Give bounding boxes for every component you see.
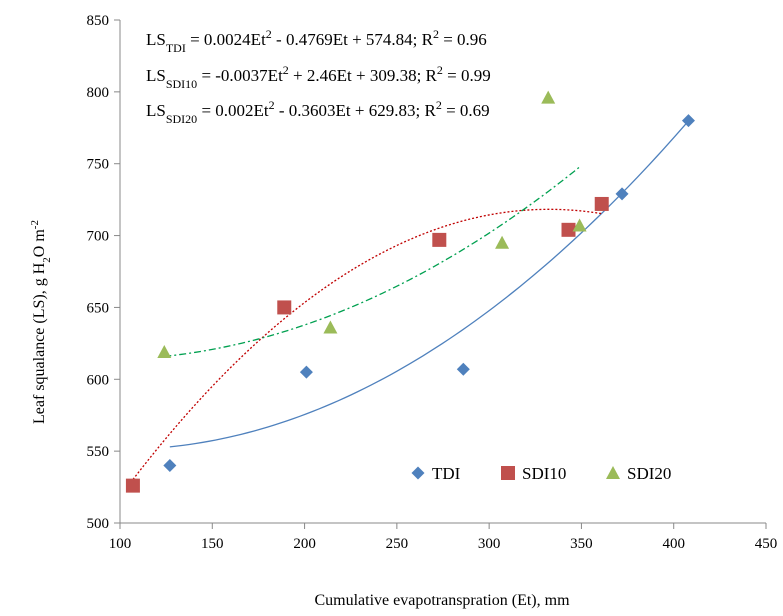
trendline-tdi — [169, 120, 689, 448]
trend-equation: LSTDI = 0.0024Et2 - 0.4769Et + 574.84; R… — [146, 27, 487, 55]
data-point-sdi10 — [125, 478, 140, 493]
data-point-sdi20 — [572, 218, 587, 232]
legend-label: SDI20 — [627, 464, 671, 483]
data-point-sdi20 — [541, 90, 556, 104]
legend-marker-tdi — [411, 466, 425, 480]
trendlines — [132, 120, 689, 480]
x-tick-label: 200 — [293, 536, 316, 552]
data-point-tdi — [681, 114, 695, 128]
legend-label: TDI — [432, 464, 461, 483]
data-point-sdi10 — [432, 232, 447, 247]
data-point-sdi20 — [157, 344, 172, 358]
data-point-sdi20 — [323, 320, 338, 334]
axes: 100 150 200 250 300 350 400 450 500 550 600 650 700 7… — [87, 13, 778, 552]
y-tick-label: 650 — [87, 300, 110, 316]
x-tick-label: 100 — [109, 536, 132, 552]
x-axis-label: Cumulative evapotranspration (Et), mm — [314, 592, 570, 609]
legend-marker-sdi10 — [501, 466, 515, 480]
y-tick-label: 850 — [87, 13, 110, 29]
trendline-sdi20 — [164, 166, 580, 358]
legend: TDI SDI10 SDI20 — [411, 464, 671, 483]
data-point-sdi20 — [495, 235, 510, 249]
x-tick-label: 350 — [570, 536, 593, 552]
data-point-tdi — [615, 187, 629, 201]
y-tick-label: 700 — [87, 229, 110, 245]
trend-equation: LSSDI20 = 0.002Et2 - 0.3603Et + 629.83; … — [146, 98, 490, 126]
legend-label: SDI10 — [522, 464, 566, 483]
data-point-tdi — [163, 459, 177, 473]
markers — [125, 90, 695, 493]
y-tick-label: 550 — [87, 444, 110, 460]
x-tick-label: 250 — [386, 536, 409, 552]
y-tick-label: 500 — [87, 516, 110, 532]
equations: LSTDI = 0.0024Et2 - 0.4769Et + 574.84; R… — [146, 27, 491, 126]
x-tick-label: 300 — [478, 536, 501, 552]
legend-marker-sdi20 — [606, 466, 620, 479]
trendline-sdi10 — [132, 208, 602, 480]
x-tick-label: 150 — [201, 536, 224, 552]
x-tick-label: 450 — [755, 536, 778, 552]
x-tick-label: 400 — [662, 536, 685, 552]
y-tick-label: 600 — [87, 372, 110, 388]
y-axis-label: Leaf squalance (LS), g H2O m-2 — [29, 220, 53, 424]
data-point-sdi10 — [277, 300, 292, 315]
data-point-sdi10 — [561, 222, 576, 237]
trend-equation: LSSDI10 = -0.0037Et2 + 2.46Et + 309.38; … — [146, 63, 491, 91]
data-point-tdi — [456, 362, 470, 376]
y-tick-label: 750 — [87, 157, 110, 173]
data-point-tdi — [299, 365, 313, 379]
y-tick-label: 800 — [87, 85, 110, 101]
data-point-sdi10 — [594, 196, 609, 211]
